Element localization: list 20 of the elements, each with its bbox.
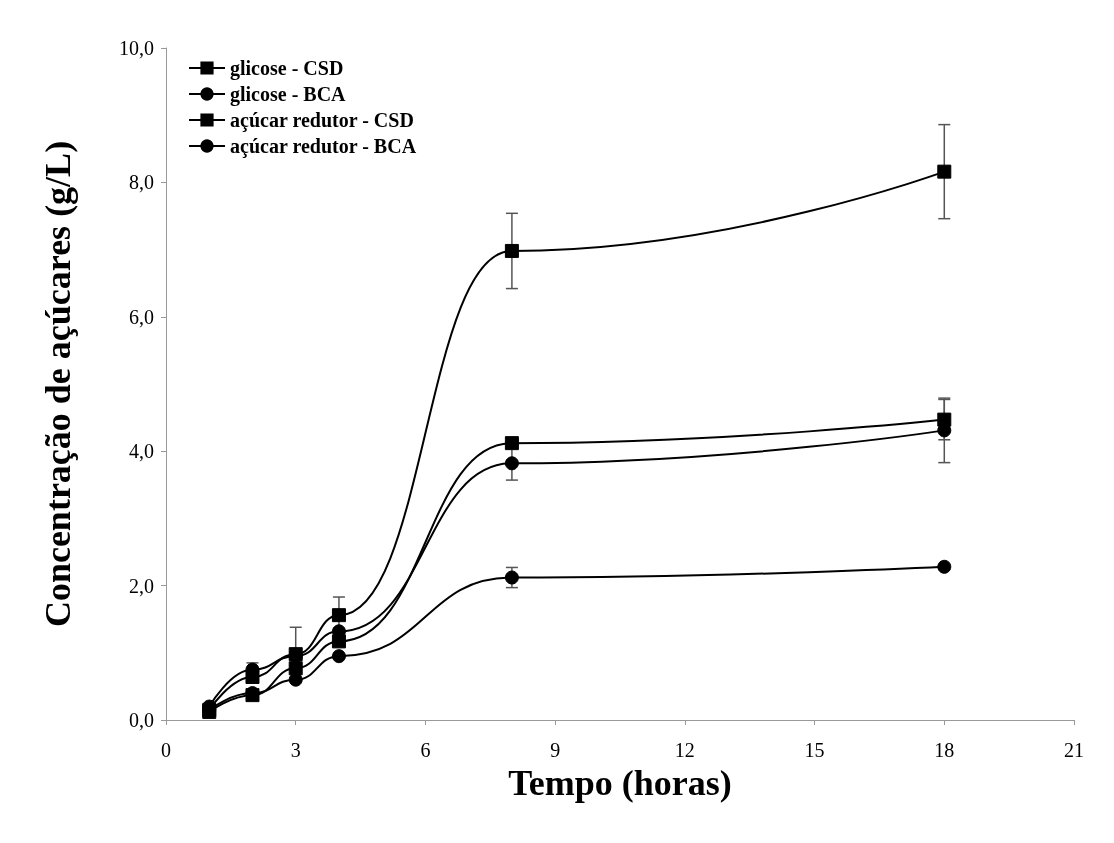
legend-label: glicose - CSD: [230, 57, 344, 80]
legend-label: açúcar redutor - CSD: [230, 109, 414, 132]
y-tick-label: 0,0: [129, 709, 154, 731]
legend-label: glicose - BCA: [230, 83, 347, 106]
x-tick-label: 18: [934, 739, 955, 761]
y-axis-title: Concentração de açúcares (g/L): [38, 140, 78, 628]
x-tick-label: 12: [674, 739, 695, 761]
x-tick-label: 3: [290, 739, 301, 761]
y-tick-label: 2,0: [129, 574, 154, 597]
x-tick-label: 6: [420, 739, 431, 761]
x-tick-label: 9: [550, 739, 561, 761]
legend-label: açúcar redutor - BCA: [230, 135, 417, 158]
y-tick-label: 6,0: [129, 305, 154, 328]
y-tick-label: 4,0: [129, 440, 154, 463]
x-tick-label: 0: [161, 739, 171, 761]
x-axis-title: Tempo (horas): [508, 763, 732, 803]
x-tick-label: 21: [1064, 739, 1084, 761]
x-tick-label: 15: [804, 739, 825, 761]
y-tick-label: 10,0: [119, 37, 154, 59]
y-tick-label: 8,0: [129, 171, 154, 194]
